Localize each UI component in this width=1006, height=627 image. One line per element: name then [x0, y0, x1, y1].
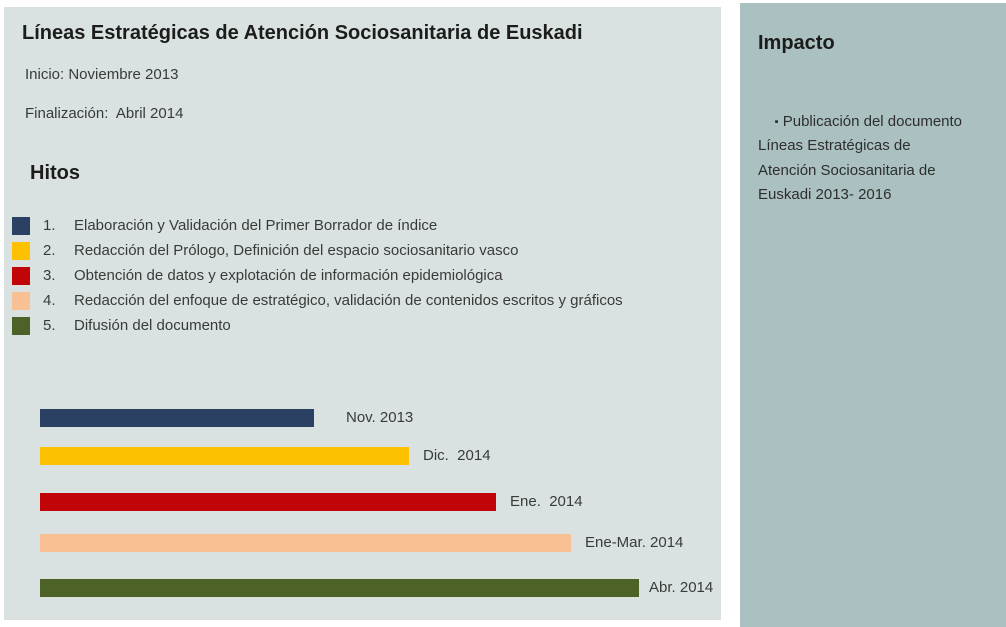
legend-swatch-2	[12, 242, 30, 260]
legend-item: 5. Difusión del documento	[12, 313, 702, 338]
legend: 1. Elaboración y Validación del Primer B…	[12, 213, 702, 338]
gantt-chart: Nov. 2013 Dic. 2014 Ene. 2014 Ene-Mar. 2…	[4, 7, 721, 620]
end-date: Finalización: Abril 2014	[25, 105, 184, 122]
gantt-row-3: Ene. 2014	[40, 492, 583, 511]
legend-label: Obtención de datos y explotación de info…	[74, 267, 503, 284]
bar-date-label: Nov. 2013	[346, 409, 414, 426]
legend-item: 4. Redacción del enfoque de estratégico,…	[12, 288, 702, 313]
legend-swatch-4	[12, 292, 30, 310]
impacto-text: Publicación del documento Líneas Estraté…	[758, 112, 971, 204]
gantt-bar-5	[40, 578, 639, 597]
hitos-heading: Hitos	[30, 162, 80, 184]
gantt-bar-2	[40, 446, 409, 465]
legend-label: Elaboración y Validación del Primer Borr…	[74, 217, 438, 234]
legend-label: Redacción del enfoque de estratégico, va…	[74, 292, 623, 309]
bar-date-label: Abr. 2014	[649, 579, 714, 596]
legend-label: Redacción del Prólogo, Definición del es…	[74, 242, 519, 259]
bar-date-label: Ene-Mar. 2014	[585, 534, 684, 551]
gantt-bar-1	[40, 408, 314, 427]
bullet-icon: ▪	[774, 115, 779, 128]
legend-number: 4.	[43, 292, 56, 309]
legend-item: 3. Obtención de datos y explotación de i…	[12, 263, 702, 288]
gantt-bar-3	[40, 492, 496, 511]
legend-number: 5.	[43, 317, 56, 334]
legend-label: Difusión del documento	[74, 317, 231, 334]
gantt-row-2: Dic. 2014	[40, 446, 491, 465]
legend-swatch-5	[12, 317, 30, 335]
gantt-row-1: Nov. 2013	[40, 408, 413, 427]
gantt-row-4: Ene-Mar. 2014	[40, 533, 683, 552]
page-title: Líneas Estratégicas de Atención Sociosan…	[22, 22, 583, 44]
legend-number: 1.	[43, 217, 56, 234]
right-panel: Impacto ▪ Publicación del documento Líne…	[740, 3, 1006, 627]
left-panel: Líneas Estratégicas de Atención Sociosan…	[4, 7, 721, 620]
start-date: Inicio: Noviembre 2013	[25, 66, 179, 83]
gantt-row-5: Abr. 2014	[40, 578, 713, 597]
impacto-bullet: ▪ Publicación del documento Líneas Estra…	[758, 85, 970, 232]
bar-date-label: Dic. 2014	[423, 447, 491, 464]
gantt-bar-4	[40, 533, 571, 552]
impacto-heading: Impacto	[758, 32, 835, 54]
legend-swatch-1	[12, 217, 30, 235]
legend-swatch-3	[12, 267, 30, 285]
legend-number: 3.	[43, 267, 56, 284]
legend-item: 1. Elaboración y Validación del Primer B…	[12, 213, 702, 238]
legend-number: 2.	[43, 242, 56, 259]
legend-item: 2. Redacción del Prólogo, Definición del…	[12, 238, 702, 263]
bar-date-label: Ene. 2014	[510, 493, 583, 510]
